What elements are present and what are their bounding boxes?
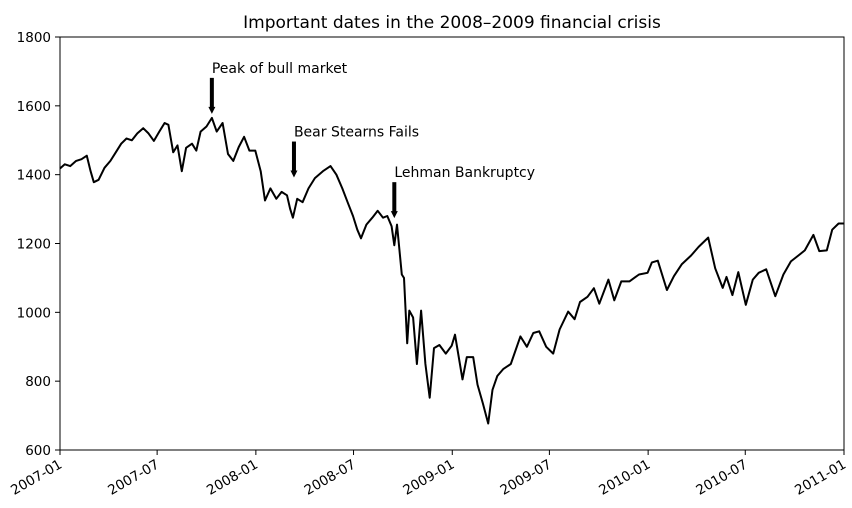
- arrow-head-icon: [208, 106, 216, 114]
- x-tick-label: 2008-07: [302, 457, 359, 499]
- annotation-layer: Peak of bull market Bear Stearns Fails Leh…: [208, 61, 535, 219]
- x-tick-label: 2010-07: [693, 457, 750, 499]
- x-tick-label: 2007-07: [105, 457, 162, 499]
- x-tick-label: 2010-01: [596, 457, 653, 499]
- y-tick-label: 1200: [17, 237, 51, 253]
- annotation-label: Lehman Bankruptcy: [394, 165, 535, 181]
- y-tick-label: 1400: [17, 168, 51, 184]
- annotation-label: Peak of bull market: [212, 61, 348, 77]
- series-line: [59, 116, 844, 425]
- chart-title: Important dates in the 2008–2009 financi…: [243, 13, 661, 33]
- plot-frame: [59, 36, 845, 451]
- x-tick-label: 2011-01: [792, 457, 849, 499]
- annotation-label: Bear Stearns Fails: [294, 125, 419, 141]
- y-tick-label: 800: [25, 374, 51, 390]
- plot-area: [59, 36, 845, 451]
- y-axis: 600 800 1000 1200 1400 1600 1800: [17, 30, 60, 459]
- y-tick-label: 1000: [17, 305, 51, 321]
- x-tick-label: 2008-01: [204, 457, 261, 499]
- x-tick-label: 2009-01: [400, 457, 457, 499]
- series-layer: [59, 116, 844, 425]
- arrow-head-icon: [290, 170, 298, 178]
- x-tick-label: 2009-07: [498, 457, 555, 499]
- x-axis: 2007-01 2007-07 2008-01 2008-07 2009-01 2009-…: [8, 450, 849, 499]
- arrow-head-icon: [390, 211, 398, 219]
- y-tick-label: 1800: [17, 30, 51, 46]
- y-tick-label: 1600: [17, 99, 51, 115]
- y-tick-label: 600: [25, 443, 51, 459]
- x-tick-label: 2007-01: [8, 457, 65, 499]
